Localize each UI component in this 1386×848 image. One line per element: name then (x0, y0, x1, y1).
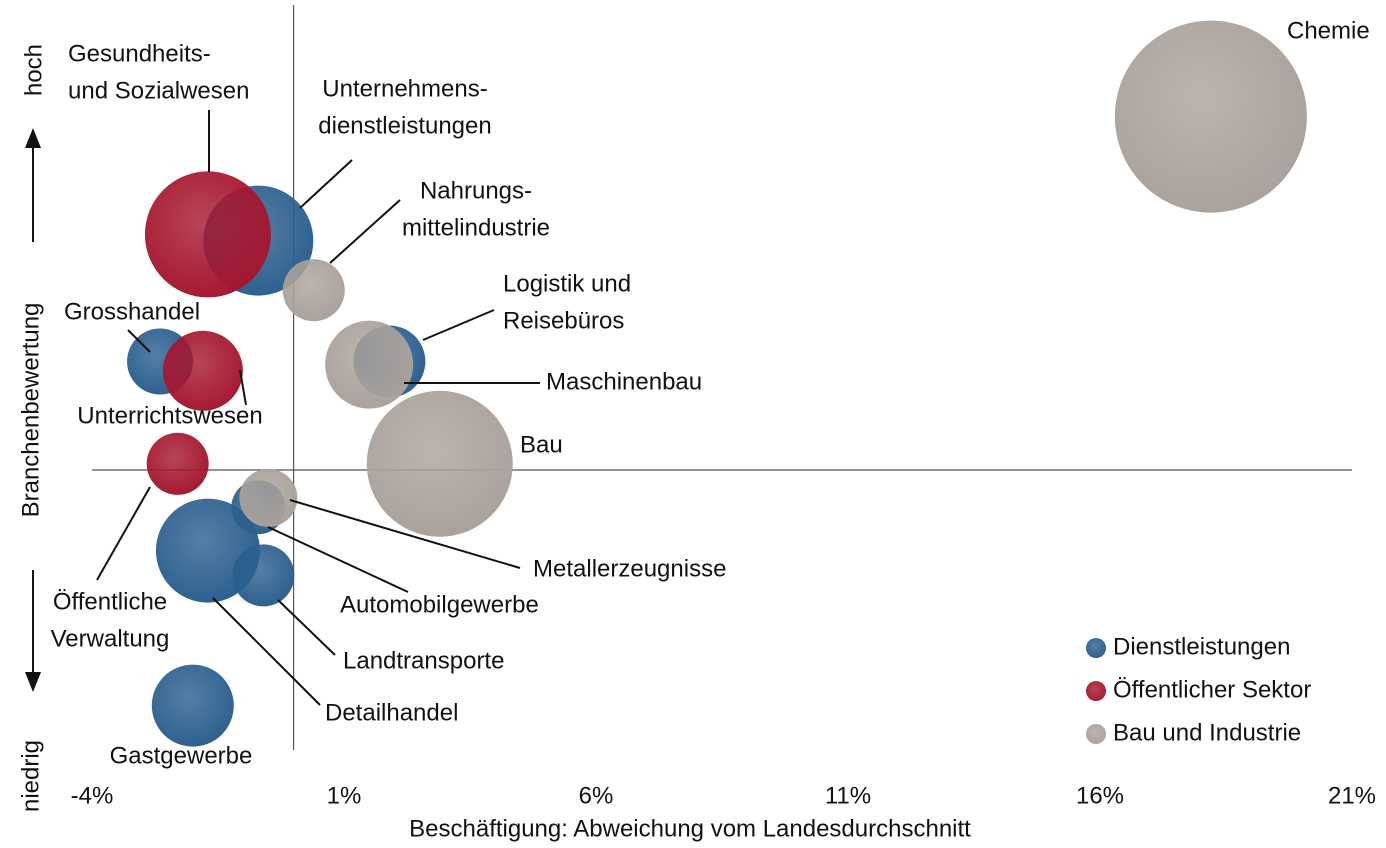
bubble (232, 544, 295, 607)
bubble-label: Reisebüros (503, 307, 624, 334)
bubble (282, 259, 345, 322)
legend-label: Dienstleistungen (1113, 633, 1290, 660)
x-tick-label: -4% (71, 782, 114, 809)
bubble-label: mittelindustrie (402, 214, 550, 241)
bubble (151, 664, 234, 747)
leader-line (299, 159, 353, 209)
bubble (162, 330, 243, 411)
bubble-label: Gesundheits- (68, 40, 211, 67)
x-axis-label: Beschäftigung: Abweichung vom Landesdurc… (409, 815, 971, 842)
leader-line (212, 597, 321, 706)
bubble-label: dienstleistungen (318, 112, 491, 139)
x-tick-label: 21% (1328, 782, 1376, 809)
bubble-label: Grosshandel (64, 298, 200, 325)
bubble-label: Metallerzeugnisse (533, 555, 726, 582)
leader-line (239, 369, 247, 406)
bubble-label: und Sozialwesen (68, 77, 249, 104)
leader-line (267, 526, 409, 593)
bubble-label: Maschinenbau (546, 368, 702, 395)
leader-line (289, 499, 521, 569)
bubble-label: Nahrungs- (420, 177, 532, 204)
leader-line (329, 199, 401, 264)
bubble (146, 432, 209, 495)
x-tick-label: 1% (327, 782, 362, 809)
leader-line (96, 486, 151, 581)
bubble (366, 390, 513, 537)
bubble-label: Automobilgewerbe (340, 591, 539, 618)
bubble (1114, 20, 1307, 213)
bubble-label: Gastgewerbe (110, 742, 253, 769)
bubble (239, 468, 298, 527)
bubble (325, 320, 414, 409)
bubble-label: Öffentliche (53, 588, 167, 615)
legend-label: Öffentlicher Sektor (1113, 676, 1311, 703)
x-tick-label: 11% (825, 782, 871, 809)
bubble-label: Landtransporte (343, 647, 504, 674)
y-bottom-label: niedrig (17, 740, 44, 812)
legend-swatch (1086, 638, 1106, 658)
bubble-label: Unternehmens- (322, 75, 487, 102)
bubble (144, 171, 271, 298)
bubble-label: Detailhandel (325, 699, 458, 726)
bubble-label: Verwaltung (51, 625, 170, 652)
x-tick-label: 6% (579, 782, 614, 809)
leader-line (277, 599, 336, 656)
bubble-label: Bau (520, 431, 563, 458)
legend-label: Bau und Industrie (1113, 719, 1301, 746)
bubble-label: Logistik und (503, 270, 631, 297)
x-tick-label: 16% (1076, 782, 1124, 809)
bubble-label: Chemie (1287, 17, 1370, 44)
legend-swatch (1086, 724, 1106, 744)
y-top-label: hoch (20, 44, 47, 96)
y-axis-label: Branchenbewertung (17, 303, 44, 518)
bubble-label: Unterrichtswesen (77, 402, 262, 429)
leader-line (422, 309, 495, 341)
legend-swatch (1086, 681, 1106, 701)
leader-line (127, 329, 151, 353)
